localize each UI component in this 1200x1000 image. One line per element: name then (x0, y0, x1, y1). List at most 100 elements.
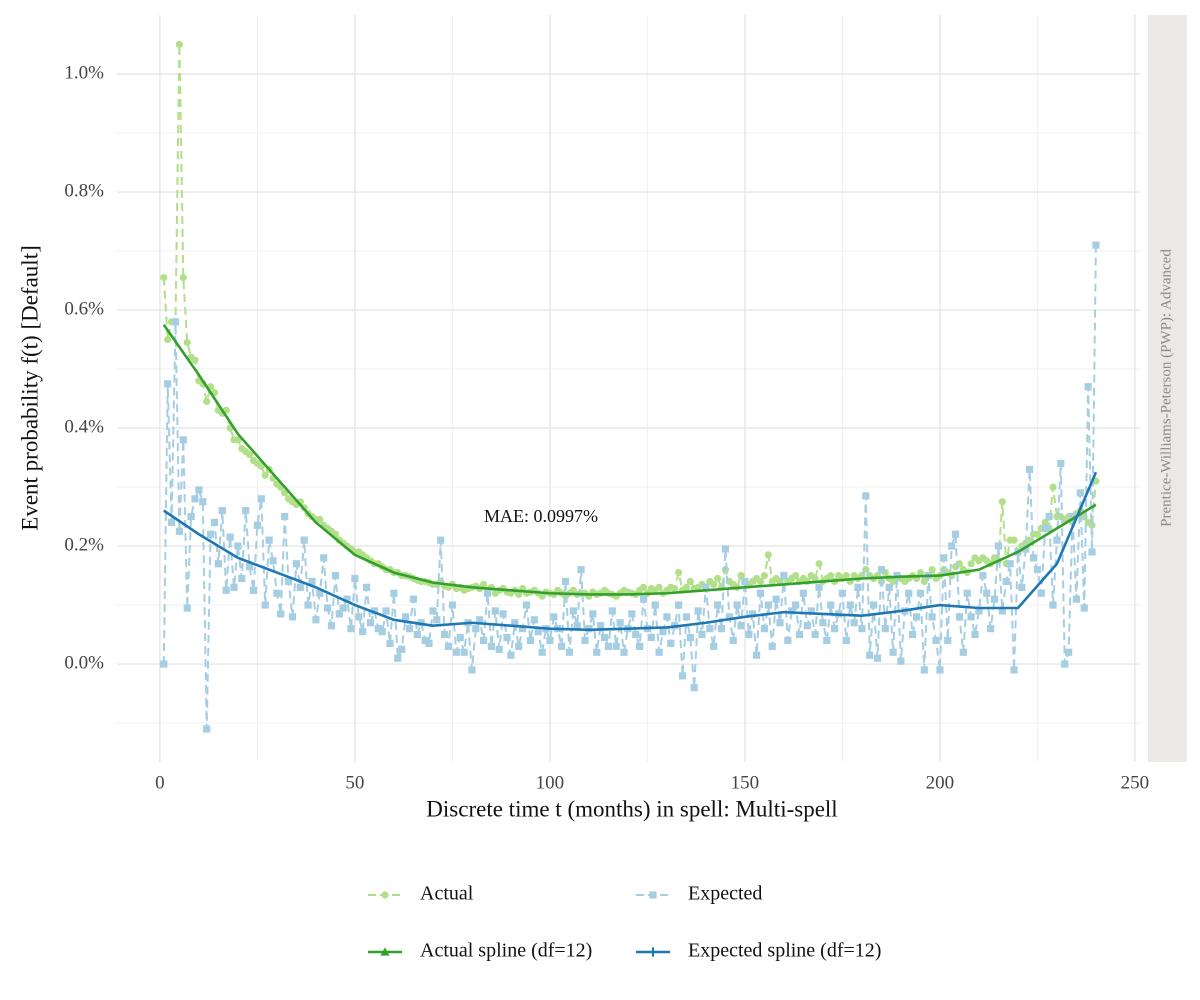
point (671, 584, 679, 593)
point (675, 568, 683, 577)
point (998, 498, 1006, 506)
point (889, 577, 897, 586)
point (207, 530, 215, 538)
y-tick-label: 0.6% (64, 298, 104, 319)
legend-item: Expected spline (df=12) (636, 940, 881, 962)
point (792, 571, 800, 580)
point (499, 610, 507, 618)
point (226, 533, 234, 541)
point (932, 636, 940, 645)
point (1029, 554, 1038, 562)
x-tick-label: 150 (731, 772, 760, 793)
point (179, 273, 187, 282)
point (776, 577, 784, 586)
point (171, 318, 180, 326)
point (179, 436, 187, 444)
point (561, 577, 570, 586)
point (437, 536, 445, 544)
point (678, 672, 687, 680)
y-tick-label: 1.0% (64, 62, 104, 83)
point (909, 630, 917, 639)
y-axis-label: Event probability f(t) [Default] (17, 245, 42, 530)
point (515, 590, 523, 599)
point (351, 574, 359, 583)
point (288, 613, 297, 621)
point (920, 666, 928, 674)
point (729, 636, 737, 645)
point (191, 495, 199, 503)
point (815, 560, 823, 568)
point (702, 583, 710, 591)
point (819, 619, 827, 627)
point (967, 613, 975, 621)
point (1068, 512, 1077, 521)
point (686, 633, 694, 642)
point (811, 630, 819, 639)
point (827, 601, 835, 609)
point (1053, 536, 1061, 544)
x-tick-label: 100 (536, 772, 565, 793)
legend-marker (648, 947, 658, 957)
point (616, 619, 624, 627)
legend-item: Expected (636, 883, 762, 905)
point (928, 613, 936, 621)
point (632, 630, 640, 639)
point (780, 571, 788, 580)
point (374, 625, 382, 633)
point (339, 604, 347, 612)
point (363, 583, 371, 591)
point (394, 654, 402, 662)
point (1076, 489, 1084, 497)
point (565, 648, 574, 656)
point (234, 542, 242, 550)
point (760, 571, 769, 580)
point (714, 574, 722, 583)
point (320, 554, 328, 562)
point (277, 610, 285, 618)
point (936, 666, 944, 674)
point (714, 601, 722, 609)
point (175, 40, 184, 49)
point (203, 725, 211, 733)
x-axis-label: Discrete time t (months) in spell: Multi… (426, 796, 837, 821)
point (827, 571, 835, 580)
point (511, 619, 519, 627)
point (386, 639, 394, 648)
point (971, 630, 979, 639)
point (269, 557, 277, 565)
point (768, 642, 776, 650)
point (429, 607, 437, 615)
point (776, 619, 784, 627)
point (897, 657, 905, 665)
point (690, 684, 698, 692)
point (366, 619, 375, 627)
x-tick-label: 250 (1121, 772, 1150, 793)
point (222, 586, 230, 594)
point (242, 507, 250, 515)
point (433, 616, 441, 624)
point (983, 589, 991, 597)
point (955, 613, 964, 621)
point (495, 645, 503, 653)
point (487, 642, 496, 650)
point (257, 462, 265, 470)
point (858, 625, 866, 633)
point (281, 512, 289, 521)
x-tick-label: 0 (155, 772, 165, 793)
point (324, 604, 332, 612)
point (990, 595, 999, 603)
series-line (162, 245, 1097, 729)
point (261, 471, 269, 479)
point (343, 595, 351, 603)
legend-marker (380, 947, 390, 956)
point (191, 356, 199, 364)
point (441, 630, 449, 639)
legend-item: Actual spline (df=12) (368, 940, 592, 962)
point (491, 607, 499, 615)
point (967, 560, 975, 568)
point (608, 607, 616, 615)
legend-label: Actual (420, 883, 474, 905)
point (1084, 383, 1092, 391)
point (234, 436, 242, 444)
point (741, 577, 749, 586)
